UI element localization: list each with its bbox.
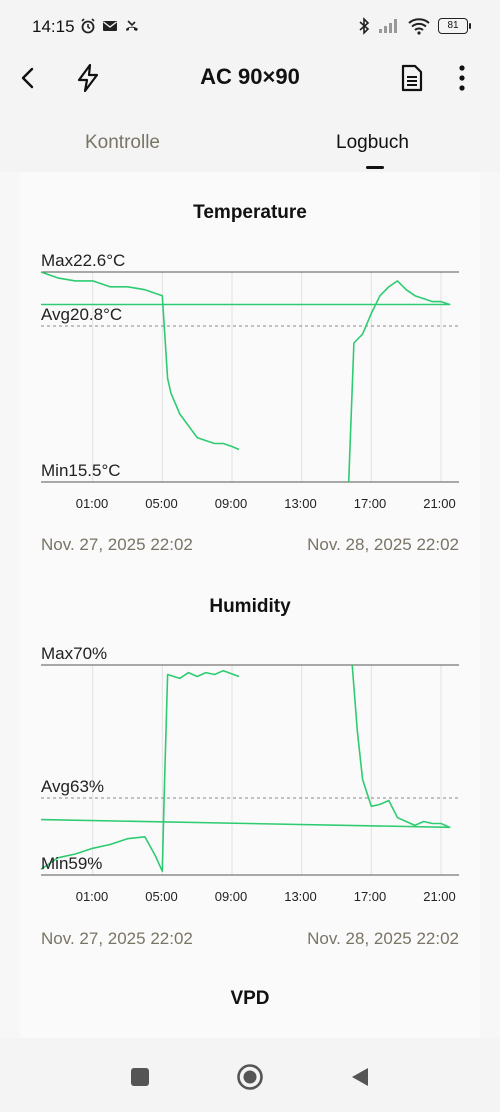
power-mode-button[interactable] <box>66 56 110 100</box>
status-bar: 14:15 81 <box>0 0 500 56</box>
signal-icon <box>379 19 397 33</box>
series-line <box>40 669 240 872</box>
app-bar: AC 90×90 <box>0 56 500 100</box>
temperature-chart: Max22.6°C Avg20.8°C Min15.5°C 01:00 05:0… <box>40 251 459 511</box>
x-tick-label: 01:00 <box>76 496 109 511</box>
x-tick-label: 13:00 <box>284 889 317 904</box>
x-tick-label: 13:00 <box>284 496 317 511</box>
missed-call-icon <box>126 20 138 31</box>
min-label: Min59% <box>41 854 102 873</box>
tab-active-indicator <box>366 166 384 169</box>
x-tick-label: 09:00 <box>215 889 248 904</box>
x-tick-label: 17:00 <box>354 889 387 904</box>
humidity-chart: Max70% Avg63% Min59% 01:00 05:00 09:00 1… <box>40 644 459 904</box>
bluetooth-icon <box>359 17 370 35</box>
x-tick-label: 21:00 <box>423 889 456 904</box>
series-line <box>40 271 240 451</box>
document-icon <box>401 64 423 92</box>
max-label: Max22.6°C <box>41 251 125 270</box>
min-label: Min15.5°C <box>41 461 121 480</box>
humidity-end-date: Nov. 28, 2025 22:02 <box>307 929 459 948</box>
humidity-chart-title: Humidity <box>209 596 291 617</box>
more-vertical-icon <box>459 65 465 91</box>
system-navigation-bar <box>0 1038 500 1112</box>
max-label: Max70% <box>41 644 107 663</box>
humidity-start-date: Nov. 27, 2025 22:02 <box>41 929 193 948</box>
avg-label: Avg63% <box>41 777 104 796</box>
lightning-icon <box>77 63 99 93</box>
x-tick-label: 17:00 <box>354 496 387 511</box>
tab-kontrolle[interactable]: Kontrolle <box>85 132 160 153</box>
square-icon <box>131 1068 149 1086</box>
x-tick-label: 05:00 <box>145 496 178 511</box>
back-button[interactable] <box>6 56 50 100</box>
battery-indicator: 81 <box>438 18 471 34</box>
avg-label: Avg20.8°C <box>41 305 122 324</box>
more-options-button[interactable] <box>440 56 484 100</box>
vpd-chart-title: VPD <box>230 988 270 1009</box>
status-time: 14:15 <box>32 17 75 36</box>
document-button[interactable] <box>390 56 434 100</box>
x-tick-label: 01:00 <box>76 889 109 904</box>
tab-bar: Kontrolle Logbuch <box>0 100 500 172</box>
recent-apps-button[interactable] <box>125 1062 155 1092</box>
triangle-back-icon <box>352 1068 368 1086</box>
temperature-chart-title: Temperature <box>193 202 307 223</box>
status-system-icons: 81 <box>358 17 471 35</box>
wifi-icon <box>408 18 430 35</box>
x-tick-label: 05:00 <box>145 889 178 904</box>
temperature-start-date: Nov. 27, 2025 22:02 <box>41 535 193 554</box>
logbook-content[interactable]: Temperature Max22.6°C Avg20.8°C Min15.5°… <box>20 172 480 1038</box>
back-arrow-icon <box>21 67 34 89</box>
tab-logbuch[interactable]: Logbuch <box>336 132 409 153</box>
series-line <box>41 280 451 483</box>
temperature-end-date: Nov. 28, 2025 22:02 <box>307 535 459 554</box>
system-back-button[interactable] <box>345 1062 375 1092</box>
alarm-icon <box>81 18 95 34</box>
series-line <box>40 664 451 829</box>
x-tick-label: 09:00 <box>215 496 248 511</box>
status-notification-icons <box>80 18 140 34</box>
page-title: AC 90×90 <box>200 64 300 89</box>
home-button[interactable] <box>235 1062 265 1092</box>
x-tick-label: 21:00 <box>423 496 456 511</box>
mail-icon <box>103 21 117 31</box>
home-circle-icon <box>237 1064 263 1090</box>
